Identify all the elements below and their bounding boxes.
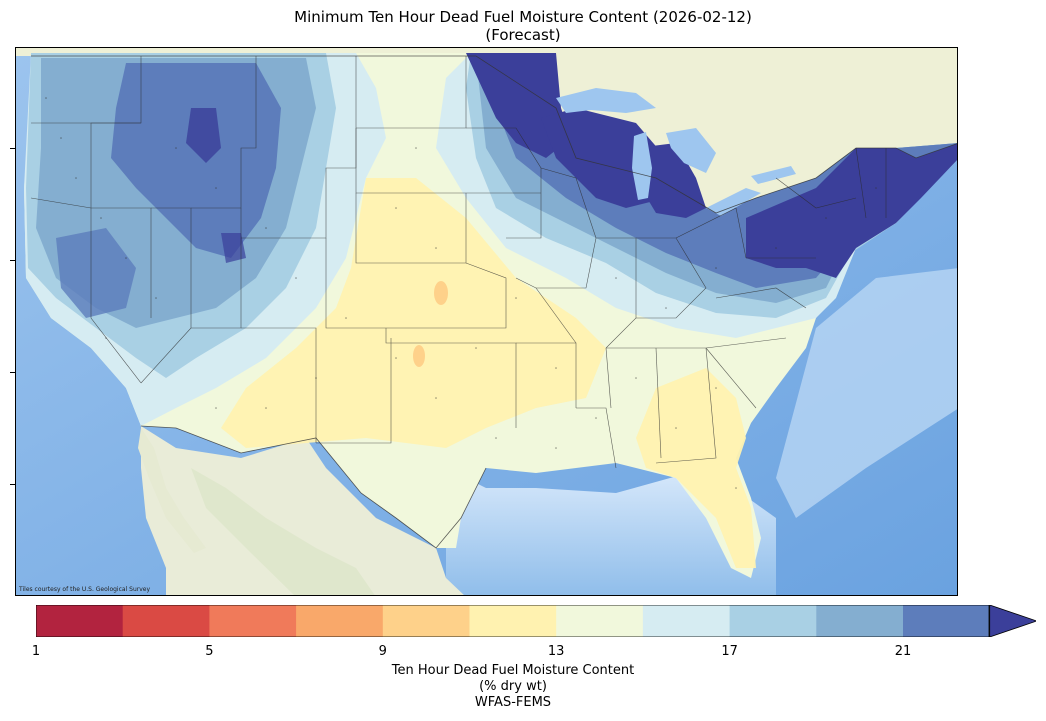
colorbar-title: Ten Hour Dead Fuel Moisture Content (% d… (0, 663, 1026, 711)
map-attribution: Tiles courtesy of the U.S. Geological Su… (19, 586, 151, 593)
fuel-moisture-map (16, 48, 957, 595)
colorbar-label-line-2: (% dry wt) (479, 679, 547, 694)
mexico-highlands (191, 468, 375, 595)
title-line-1: Minimum Ten Hour Dead Fuel Moisture Cont… (294, 8, 752, 26)
wet-region-wyoming (221, 233, 246, 263)
orange-patch-kansas (434, 281, 448, 305)
colorbar-tick-label: 5 (205, 644, 214, 659)
colorbar-bin (382, 605, 470, 637)
colorbar-tick-label: 1 (31, 644, 41, 659)
state-boundaries (30, 56, 887, 469)
mexico-land (141, 426, 464, 595)
colorbar-bin (36, 605, 124, 637)
borders (31, 55, 957, 549)
chart-title: Minimum Ten Hour Dead Fuel Moisture Cont… (0, 8, 1046, 44)
dry-region-plains (221, 178, 606, 448)
lake-ontario (751, 166, 796, 184)
colorbar-bin (296, 605, 384, 637)
colorbar-bin (556, 605, 644, 637)
map-panel[interactable]: Tiles courtesy of the U.S. Geological Su… (15, 47, 958, 596)
colorbar-outline (36, 605, 990, 637)
colorbar (36, 605, 1036, 637)
canada-land (16, 48, 957, 213)
colorbar-tick-label: 9 (378, 644, 387, 659)
colorbar-extend-arrow (989, 605, 1036, 637)
y-tick (10, 372, 15, 373)
y-tick (10, 484, 15, 485)
dry-region-southeast (636, 368, 756, 568)
moist-region-california (56, 228, 136, 318)
colorbar-tick-label: 13 (547, 644, 565, 659)
colorbar-label-line-3: WFAS-FEMS (474, 695, 552, 710)
title-line-2: (Forecast) (485, 26, 561, 44)
wet-region-northeast (746, 143, 957, 278)
y-tick (10, 260, 15, 261)
colorbar-bin (122, 605, 210, 637)
colorbar-bin (209, 605, 297, 637)
lake-superior (556, 88, 656, 113)
wet-region-michigan (636, 143, 706, 218)
colorbar-bin (469, 605, 557, 637)
colorbar-bins (36, 605, 1036, 637)
station-dots (45, 97, 877, 489)
lake-huron (666, 128, 716, 173)
colorbar-tick-label: 17 (721, 644, 738, 659)
wet-region-minnesota (466, 53, 571, 158)
colorbar-bin (642, 605, 731, 637)
wet-region-idaho (186, 108, 221, 163)
lake-erie (706, 188, 761, 216)
colorbar-bin (816, 605, 904, 637)
colorbar-tick-label: 21 (894, 644, 912, 659)
atlantic-shelf (776, 268, 957, 518)
baja-california (138, 428, 206, 553)
orange-patch-oklahoma (413, 345, 425, 367)
colorbar-bin (903, 605, 991, 637)
colorbar-label-line-1: Ten Hour Dead Fuel Moisture Content (391, 663, 635, 678)
moist-region-idaho (111, 63, 281, 258)
lake-michigan (632, 132, 652, 200)
colorbar-bin (729, 605, 817, 637)
wet-region-wisconsin (541, 108, 666, 208)
y-tick (10, 148, 15, 149)
